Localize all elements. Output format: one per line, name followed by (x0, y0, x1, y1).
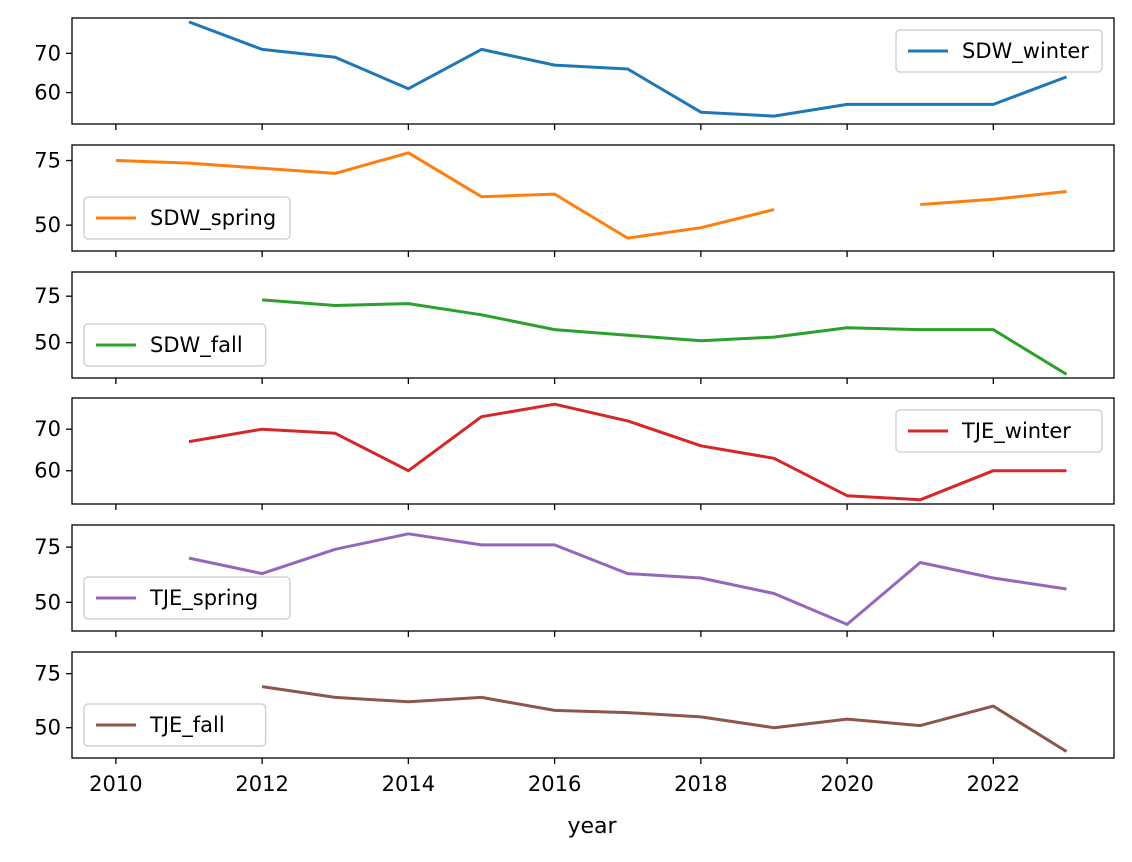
legend-label: TJE_fall (149, 713, 225, 738)
subplot-SDW_spring: 50 75 SDW_spring (34, 144, 1115, 257)
subplot-SDW_fall: 50 75 SDW_fall (34, 271, 1115, 384)
legend-TJE_fall: TJE_fall (83, 703, 267, 747)
axes-frame (71, 524, 1115, 632)
y-tick-label: 70 (34, 417, 61, 441)
subplot-TJE_fall: 50 75 2010 2012 2014 2016 2018 2020 2022 TJE_fall (34, 651, 1115, 796)
series-line-TJE_fall (261, 685, 1068, 753)
legend-box (895, 29, 1103, 73)
legend-TJE_spring: TJE_spring (83, 576, 291, 620)
legend-box (83, 576, 291, 620)
subplot-TJE_winter: 60 70 TJE_winter (34, 397, 1115, 510)
y-tick-label: 50 (34, 331, 61, 355)
legend-box (895, 409, 1103, 453)
series-line-TJE_spring (188, 532, 1067, 626)
axes-frame (71, 397, 1115, 505)
x-axis-label: year (567, 814, 617, 839)
legend-SDW_spring: SDW_spring (83, 196, 291, 240)
series-line-SDW_fall (261, 298, 1068, 376)
x-tick-label: 2012 (235, 772, 288, 796)
legend-label: SDW_fall (150, 333, 243, 358)
legend-label: SDW_spring (150, 206, 276, 231)
legend-SDW_fall: SDW_fall (83, 323, 267, 367)
series-line-SDW_spring (115, 151, 1067, 240)
x-tick-label: 2018 (674, 772, 727, 796)
legend-SDW_winter: SDW_winter (895, 29, 1103, 73)
y-tick-label: 60 (34, 81, 61, 105)
x-tick-label: 2022 (967, 772, 1020, 796)
subplot-SDW_winter: 60 70 SDW_winter (34, 17, 1115, 130)
legend-label: SDW_winter (962, 39, 1089, 64)
y-tick-label: 75 (34, 149, 61, 173)
y-tick-label: 75 (34, 535, 61, 559)
y-tick-label: 70 (34, 41, 61, 65)
legend-box (83, 323, 267, 367)
axes-frame (71, 144, 1115, 252)
axes-frame (71, 271, 1115, 379)
y-tick-label: 60 (34, 459, 61, 483)
y-tick-label: 50 (34, 213, 61, 237)
x-tick-label: 2010 (89, 772, 142, 796)
x-tick-label: 2020 (820, 772, 873, 796)
legend-TJE_winter: TJE_winter (895, 409, 1103, 453)
legend-box (83, 196, 291, 240)
series-line-TJE_winter (188, 402, 1067, 502)
x-tick-label: 2016 (528, 772, 581, 796)
y-tick-label: 75 (34, 662, 61, 686)
subplot-TJE_spring: 50 75 TJE_spring (34, 524, 1115, 637)
axes-frame (71, 651, 1115, 759)
legend-box (83, 703, 267, 747)
y-tick-label: 75 (34, 284, 61, 308)
legend-label: TJE_spring (149, 586, 258, 611)
axes-frame (71, 17, 1115, 125)
x-tick-label: 2014 (382, 772, 435, 796)
y-tick-label: 50 (34, 590, 61, 614)
y-tick-label: 50 (34, 716, 61, 740)
legend-label: TJE_winter (961, 419, 1071, 444)
series-line-SDW_winter (188, 20, 1068, 118)
